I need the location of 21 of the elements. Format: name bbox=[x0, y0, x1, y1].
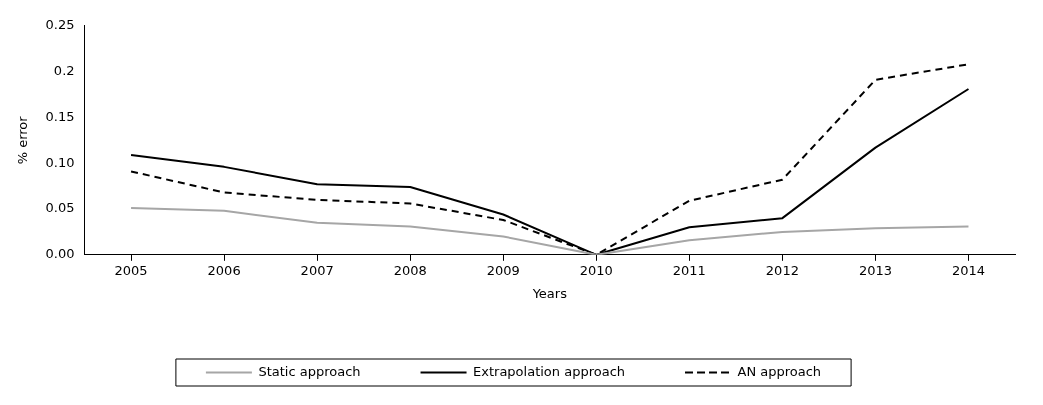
x-tick-label: 2014 bbox=[951, 262, 986, 278]
y-axis-title: % error bbox=[15, 115, 31, 165]
x-tick-label: 2006 bbox=[207, 262, 241, 278]
x-tick-label: 2011 bbox=[672, 262, 706, 278]
x-axis-title: Years bbox=[531, 285, 568, 301]
x-tick-label: 2005 bbox=[114, 262, 148, 278]
x-tick-label: 2010 bbox=[579, 262, 613, 278]
y-tick-label: 0.15 bbox=[45, 108, 75, 124]
legend-label: Extrapolation approach bbox=[473, 363, 626, 379]
y-tick-label: 0.2 bbox=[53, 62, 75, 78]
legend-label: Static approach bbox=[258, 363, 361, 379]
y-tick-label: 0.00 bbox=[45, 246, 75, 262]
y-tick-label: 0.05 bbox=[45, 200, 75, 216]
y-tick-label: 0.25 bbox=[45, 17, 75, 33]
x-tick-label: 2007 bbox=[300, 262, 334, 278]
x-tick-label: 2012 bbox=[765, 262, 799, 278]
y-tick-label: 0.10 bbox=[45, 154, 75, 170]
legend-label: AN approach bbox=[737, 363, 822, 379]
x-tick-label: 2013 bbox=[858, 262, 892, 278]
x-tick-label: 2008 bbox=[393, 262, 427, 278]
x-tick-label: 2009 bbox=[486, 262, 520, 278]
